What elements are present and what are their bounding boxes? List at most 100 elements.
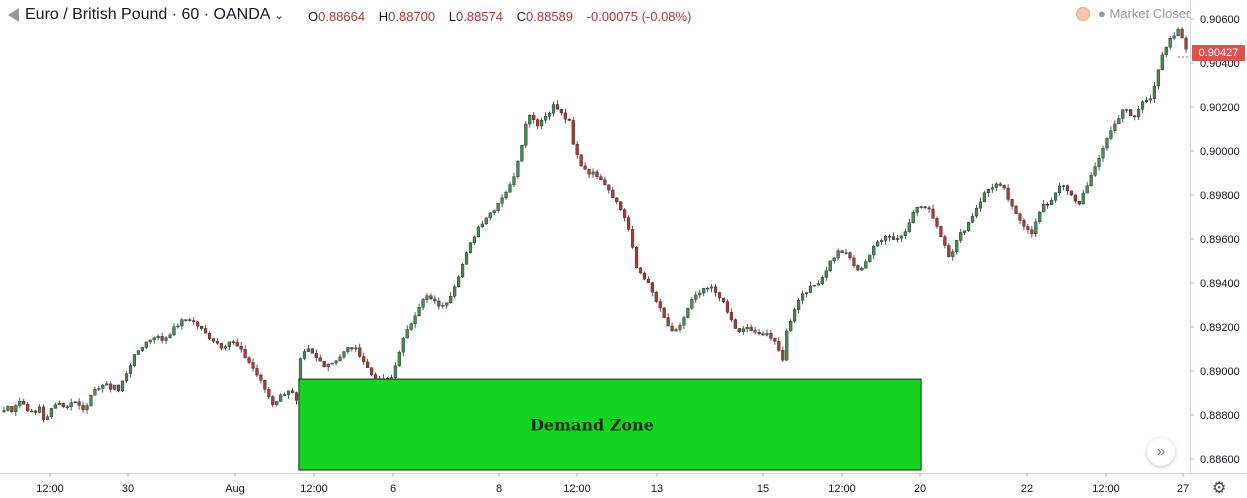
candle xyxy=(816,280,820,286)
candle xyxy=(638,267,643,274)
ohlc-high-label: H xyxy=(378,9,389,24)
candle xyxy=(591,168,595,178)
candle xyxy=(65,404,69,410)
candle xyxy=(1140,100,1145,114)
candle xyxy=(982,190,986,203)
candle xyxy=(2,406,6,414)
candle xyxy=(579,154,583,167)
candle xyxy=(789,319,793,332)
candle xyxy=(255,364,259,377)
candle xyxy=(152,336,156,344)
ohlc-legend: O0.88664 H0.88700 L0.88574 C0.88589 -0.0… xyxy=(308,9,701,24)
candle xyxy=(1010,198,1014,210)
price-tick-label: 0.89000 xyxy=(1200,366,1240,378)
candle xyxy=(219,343,223,351)
symbol-title[interactable]: Euro / British Pound · 60 · OANDA xyxy=(25,6,271,23)
gear-icon[interactable]: ⚙ xyxy=(1212,480,1227,497)
last-price-tag: 0.90427 xyxy=(1192,45,1245,61)
candle xyxy=(540,117,544,130)
candle xyxy=(77,398,81,410)
candle xyxy=(1180,27,1184,39)
candle xyxy=(1117,114,1121,125)
candle xyxy=(765,329,769,337)
candle xyxy=(848,251,852,261)
candle xyxy=(421,297,425,311)
candle xyxy=(14,404,18,417)
candle xyxy=(496,203,500,214)
time-tick-label: 15 xyxy=(757,483,769,495)
candle xyxy=(887,234,892,241)
candle xyxy=(769,330,773,341)
candle xyxy=(45,414,50,420)
candle xyxy=(1057,182,1062,196)
candle xyxy=(1050,197,1054,206)
candle xyxy=(314,350,318,362)
candle xyxy=(713,283,718,297)
candle xyxy=(895,235,900,243)
candle xyxy=(1156,69,1160,90)
candle xyxy=(49,408,54,419)
candle xyxy=(864,258,868,269)
candle xyxy=(144,341,148,349)
candle xyxy=(334,359,338,366)
chevron-down-icon[interactable]: ⌄ xyxy=(274,9,284,22)
candle xyxy=(1026,223,1030,234)
candle xyxy=(437,297,441,310)
price-tick-label: 0.90600 xyxy=(1200,14,1240,26)
candle xyxy=(721,297,726,304)
candle xyxy=(160,332,164,344)
candle xyxy=(128,363,133,378)
candle xyxy=(330,362,334,365)
candle xyxy=(563,108,567,124)
candle xyxy=(164,336,168,344)
candle xyxy=(880,238,884,246)
candle xyxy=(1101,145,1105,162)
candle xyxy=(1129,109,1133,116)
candle xyxy=(318,354,322,362)
candle xyxy=(176,323,180,329)
ohlc-open-label: O xyxy=(308,9,319,24)
candle xyxy=(777,337,781,352)
time-tick-label: 12:00 xyxy=(563,483,591,495)
candle xyxy=(211,338,216,344)
candle xyxy=(824,266,828,281)
candle xyxy=(516,160,520,179)
demand-zone-rect[interactable] xyxy=(298,378,922,471)
candle xyxy=(567,118,571,121)
candle xyxy=(951,248,955,261)
candle xyxy=(200,325,204,331)
candle xyxy=(1105,137,1109,151)
candle xyxy=(571,117,575,146)
ohlc-high-value: 0.88700 xyxy=(388,9,436,24)
candle xyxy=(860,266,864,272)
candle xyxy=(1121,109,1125,123)
price-axis[interactable]: 0.90600 0.90400 0.90200 0.90000 0.89800 0.896… xyxy=(1178,0,1247,473)
chart-header[interactable]: Euro / British Pound · 60 · OANDA ⌄ xyxy=(8,6,284,24)
candle xyxy=(1089,172,1093,187)
candle xyxy=(891,232,896,241)
time-axis[interactable]: 12:00 30 Aug 12:00 6 8 12:00 13 15 12:00 20 22 12:00… xyxy=(0,473,1247,495)
candle xyxy=(117,384,121,393)
candle xyxy=(627,215,631,232)
candle xyxy=(105,381,109,386)
candle xyxy=(30,408,34,413)
time-tick-label: Aug xyxy=(225,483,245,495)
market-status: ● Market Closed xyxy=(1076,6,1193,21)
candle xyxy=(710,284,714,293)
candle xyxy=(615,197,619,205)
candle xyxy=(630,225,635,249)
candle xyxy=(429,293,433,301)
price-tick-label: 0.89800 xyxy=(1200,190,1240,202)
candle xyxy=(306,344,310,353)
candle xyxy=(575,141,579,159)
scroll-to-realtime-button[interactable]: » xyxy=(1147,438,1175,466)
candle xyxy=(623,207,627,222)
candle xyxy=(259,373,263,384)
candle xyxy=(279,393,283,402)
candle xyxy=(1030,225,1034,238)
candle xyxy=(26,402,30,412)
candle xyxy=(745,323,749,332)
candle xyxy=(943,234,947,249)
candle xyxy=(231,339,235,346)
